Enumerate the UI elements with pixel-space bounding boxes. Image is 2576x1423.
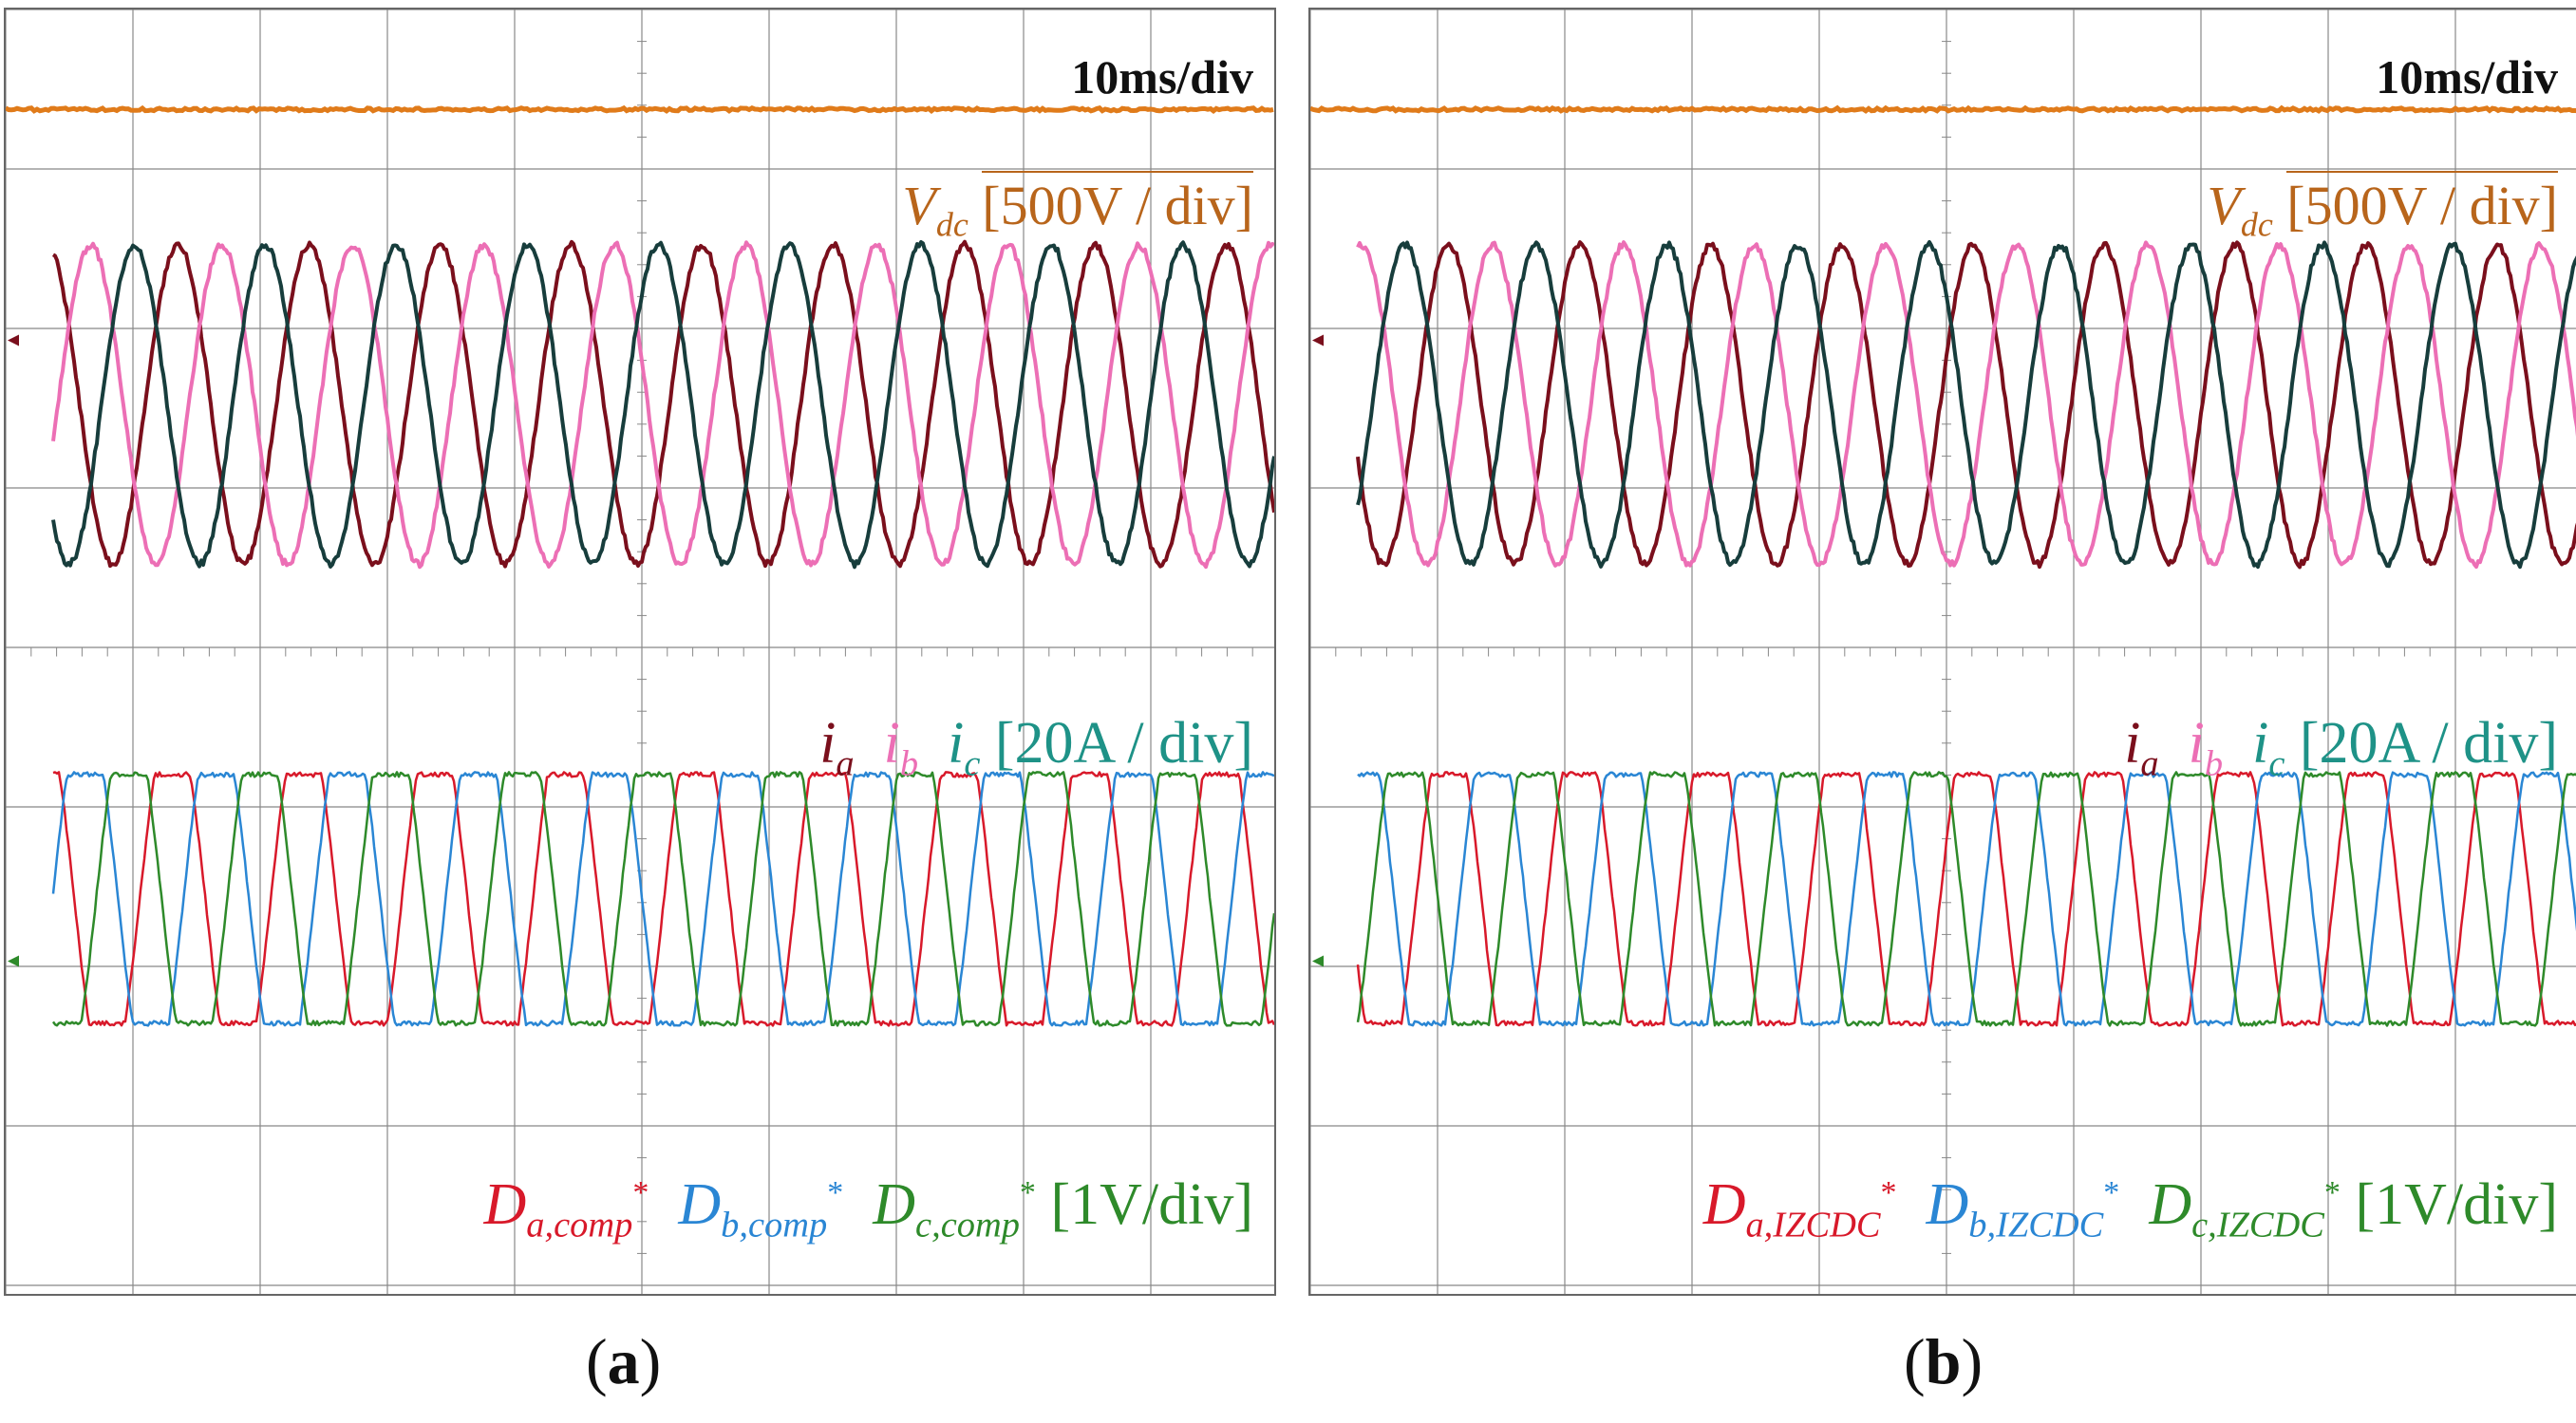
current-label: ia ib ic [20A / div] [2124, 711, 2558, 784]
duty-trace-b [1357, 771, 2576, 1027]
grid [6, 9, 1274, 1294]
vdc-trace [6, 104, 1274, 115]
ch-marker-duty [1312, 955, 1324, 967]
scope-plot-b [1310, 9, 2576, 1294]
vdc-trace [1310, 104, 2576, 114]
caption-b: (b) [1904, 1325, 1984, 1397]
current-trace-ic [51, 240, 1274, 570]
time-scale-label: 10ms/div [1071, 50, 1253, 103]
ch-marker-duty [8, 955, 19, 967]
ch-marker-current [8, 334, 19, 346]
duty-trace-a [1356, 771, 2576, 1027]
oscilloscope-panel-a: 10ms/div Vdc [500V / div] ia ib ic [20A … [4, 8, 1276, 1296]
duty-trace-b [51, 771, 1274, 1027]
caption-a: (a) [586, 1325, 662, 1397]
vdc-scale: [500V / div] [2286, 171, 2558, 236]
time-scale-label: 10ms/div [2376, 50, 2558, 103]
duty-scale: [1V/div] [1050, 1172, 1253, 1237]
current-trace-ic [1356, 240, 2576, 570]
current-label: ia ib ic [20A / div] [819, 711, 1253, 784]
current-trace-ia [51, 239, 1274, 569]
oscilloscope-panel-b: 10ms/div Vdc [500V / div] ia ib ic [20A … [1308, 8, 2576, 1296]
duty-label: Da,IZCDC* Db,IZCDC* Dc,IZCDC* [1V/div] [1702, 1172, 2558, 1245]
duty-scale: [1V/div] [2355, 1172, 2558, 1237]
current-trace-ib [51, 240, 1274, 570]
duty-trace-a [52, 771, 1274, 1027]
scope-plot-a [6, 9, 1274, 1294]
vdc-label: Vdc [500V / div] [902, 171, 1253, 243]
current-scale: [20A / div] [2299, 711, 2558, 776]
current-scale: [20A / div] [994, 711, 1253, 776]
current-trace-ib [1356, 240, 2576, 570]
duty-trace-c [51, 771, 1274, 1027]
duty-trace-c [1356, 771, 2576, 1027]
ch-marker-current [1312, 334, 1324, 346]
current-trace-ia [1356, 240, 2576, 570]
duty-label: Da,comp* Db,comp* Dc,comp* [1V/div] [483, 1172, 1254, 1245]
grid [1310, 9, 2576, 1294]
vdc-scale: [500V / div] [982, 171, 1253, 236]
vdc-label: Vdc [500V / div] [2207, 171, 2558, 243]
